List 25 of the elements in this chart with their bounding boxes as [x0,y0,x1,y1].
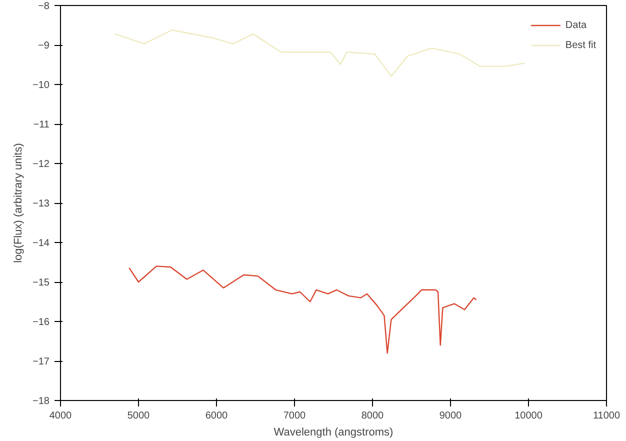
y-tick-label: −16 [32,317,50,328]
y-tick-label: −8 [38,1,50,12]
legend-label: Data [565,20,587,30]
x-axis-title: Wavelength (angstroms) [274,426,394,438]
x-tick-label: 9000 [439,410,462,422]
y-tick-label: −10 [32,80,50,91]
y-tick-label: −13 [32,198,50,210]
line-series [128,266,477,354]
x-tick-label: 5000 [127,410,150,422]
y-tick-label: −9 [38,40,50,52]
y-tick-label: −17 [32,356,50,368]
legend-label: Best fit [565,40,596,50]
x-tick-label: 8000 [361,410,384,422]
y-tick-label: −12 [32,159,50,170]
y-tick-label: −18 [32,396,50,407]
x-tick-label: 10000 [514,410,543,422]
y-tick-label: −11 [33,120,50,130]
y-tick-label: −14 [32,238,50,249]
x-tick-label: 4000 [49,410,72,422]
x-tick-label: 7000 [283,410,306,422]
y-tick-label: −15 [32,278,50,288]
x-tick-label: 11000 [592,410,620,422]
y-axis-title: log(Flux) (arbitrary units) [12,143,25,263]
line-series [114,29,526,77]
x-tick-label: 6000 [205,410,228,422]
